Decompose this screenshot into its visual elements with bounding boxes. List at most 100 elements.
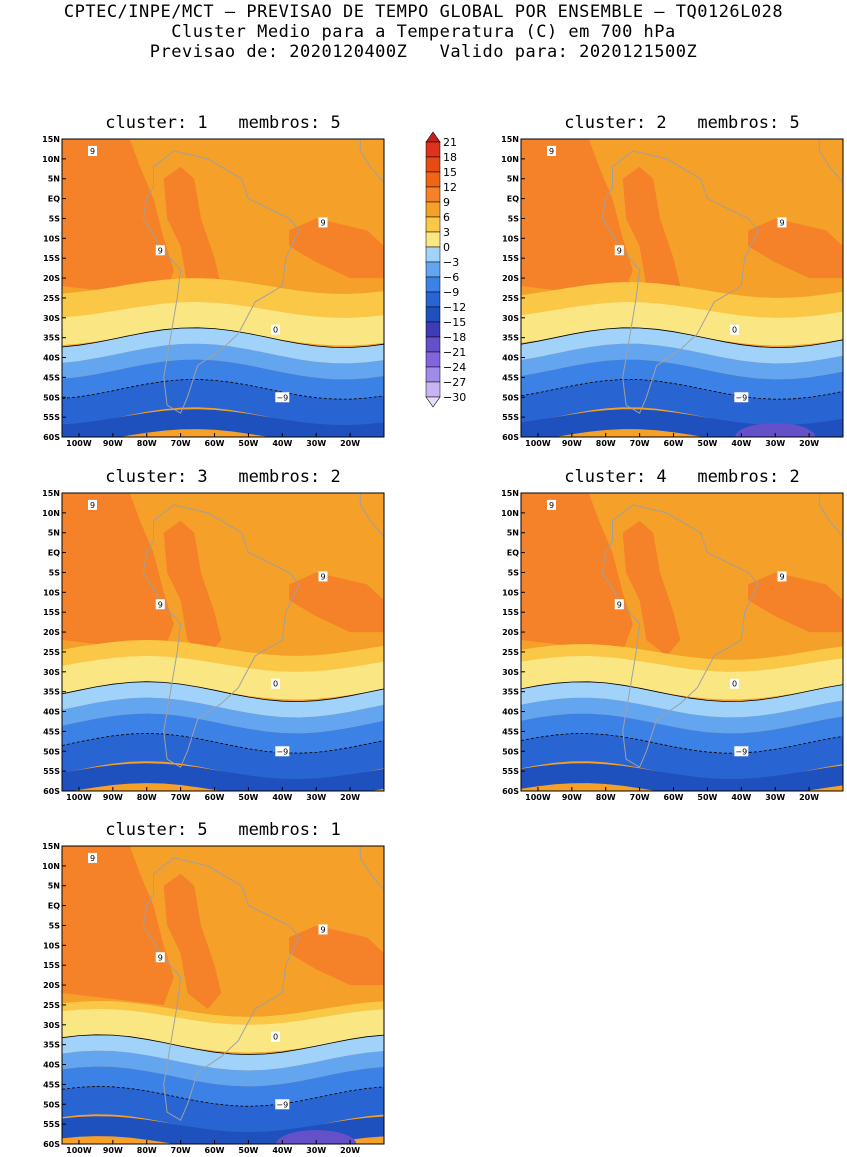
lon-tick-label: 90W	[103, 439, 123, 448]
lat-tick-label: 15N	[42, 489, 60, 498]
map-area: 9 9 9 0 −9	[521, 493, 843, 791]
warm-region-atlantic	[289, 925, 384, 986]
band-blue-1	[521, 343, 843, 380]
colorbar-swatch	[425, 246, 441, 263]
lon-tick-label: 20W	[340, 793, 360, 802]
contour-label-nine: 9	[617, 600, 622, 609]
warm-region-atlantic	[748, 572, 843, 633]
lon-tick-label: 40W	[731, 793, 751, 802]
band-yellow	[62, 1008, 384, 1053]
lat-tick-label: 60S	[43, 433, 60, 442]
contour-zero	[62, 681, 384, 703]
lon-tick-label: 80W	[137, 793, 157, 802]
lat-tick-label: 15S	[43, 254, 60, 263]
colorbar-swatch	[425, 156, 441, 173]
contour-label-nine: 9	[90, 854, 95, 863]
lon-tick-label: 20W	[340, 439, 360, 448]
lon-tick-label: 100W	[66, 793, 92, 802]
contour-label-nine-box	[777, 571, 787, 582]
lon-tick-label: 90W	[103, 1146, 123, 1155]
lat-tick-label: 15N	[501, 489, 519, 498]
plot-frame	[520, 138, 844, 438]
lat-tick-label: 5S	[49, 568, 61, 577]
header-line-1: CPTEC/INPE/MCT — PREVISAO DE TEMPO GLOBA…	[63, 2, 784, 22]
colorbar-label: −6	[443, 271, 459, 284]
panel-title-2: cluster: 2 membros: 5	[564, 113, 800, 133]
contour-label-nine: 9	[320, 572, 325, 581]
lat-tick-label: 60S	[43, 787, 60, 796]
colorbar: 21 18 15 12 9 6 3 0 −3 −6 −9 −12 −15 −18 −21 −24 −27 −30	[425, 131, 466, 408]
lon-tick-label: 70W	[630, 439, 650, 448]
lat-tick-label: 15S	[43, 608, 60, 617]
lat-tick-label: 50S	[502, 747, 519, 756]
contour-label-nine-box	[88, 852, 98, 863]
band-blue-1	[62, 343, 384, 380]
lon-tick-label: 80W	[596, 793, 616, 802]
lat-tick-label: EQ	[48, 195, 60, 204]
lat-tick-label: 15S	[502, 608, 519, 617]
band-yellow	[521, 656, 843, 700]
contour-zero	[62, 1034, 384, 1056]
lon-tick-label: 20W	[340, 1146, 360, 1155]
lat-tick-label: 60S	[502, 787, 519, 796]
colorbar-swatch	[425, 141, 441, 158]
colorbar-swatch	[425, 186, 441, 203]
lon-tick-label: 40W	[272, 793, 292, 802]
coastline-africa	[818, 139, 843, 184]
colorbar-swatch	[425, 231, 441, 248]
lat-tick-label: 20S	[43, 274, 60, 283]
lat-tick-label: 30S	[502, 668, 519, 677]
lat-tick-label: 25S	[43, 1001, 60, 1010]
contour-neg-nine	[62, 378, 384, 400]
band-blue-1	[62, 1050, 384, 1087]
colorbar-label: 9	[443, 196, 450, 209]
band-blue-4	[62, 409, 384, 437]
warm-region-west	[521, 139, 633, 298]
band-light-blue	[521, 681, 843, 718]
lat-tick-label: 35S	[502, 334, 519, 343]
contour-label-zero-box	[271, 324, 281, 335]
lat-tick-label: 55S	[43, 767, 60, 776]
lon-tick-label: 50W	[697, 439, 717, 448]
contour-label-nine-box	[88, 499, 98, 510]
colorbar-label: 0	[443, 241, 450, 254]
contour-neg-nine	[521, 379, 843, 400]
lat-tick-label: 30S	[43, 1021, 60, 1030]
plot-frame	[520, 492, 844, 792]
lon-tick-label: 70W	[171, 1146, 191, 1155]
lat-tick-label: 60S	[43, 1140, 60, 1149]
band-light-orange	[62, 640, 384, 672]
lon-tick-label: 30W	[306, 793, 326, 802]
contour-label-zero: 0	[732, 326, 737, 335]
lat-tick-label: 25S	[43, 294, 60, 303]
colorbar-arrow-top	[425, 131, 441, 143]
colorbar-label: −3	[443, 256, 459, 269]
lat-tick-label: 40S	[43, 708, 60, 717]
contour-label-zero-box	[730, 324, 740, 335]
contour-label-nine-box	[155, 599, 165, 610]
lat-tick-label: 50S	[502, 393, 519, 402]
band-light-blue	[62, 681, 384, 718]
contour-label-zero: 0	[273, 326, 278, 335]
lat-tick-label: 20S	[43, 628, 60, 637]
lat-tick-label: 15N	[501, 135, 519, 144]
lat-tick-label: 60S	[502, 433, 519, 442]
colorbar-swatch	[425, 321, 441, 338]
colorbar-swatch	[425, 171, 441, 188]
plot-frame	[61, 492, 385, 792]
warm-region-west	[62, 139, 174, 298]
band-blue-2	[62, 713, 384, 754]
warm-region-inland	[622, 166, 681, 302]
map-panel-4: 9 9 9 0 −9 15N 10N 5N EQ 5S 10S 15S 20S 25S 30S 35S 40S 4…	[501, 489, 844, 802]
panel-title-3: cluster: 3 membros: 2	[105, 467, 341, 487]
band-blue-2	[62, 1066, 384, 1107]
contour-label-neg-nine-box	[275, 1099, 290, 1110]
colorbar-swatch	[425, 351, 441, 368]
colorbar-label: 3	[443, 226, 450, 239]
band-blue-2	[521, 713, 843, 754]
lat-tick-label: 30S	[43, 314, 60, 323]
contour-label-nine: 9	[158, 600, 163, 609]
contour-label-nine: 9	[90, 147, 95, 156]
colorbar-label: −30	[443, 391, 466, 404]
warm-region-west	[62, 846, 174, 1005]
